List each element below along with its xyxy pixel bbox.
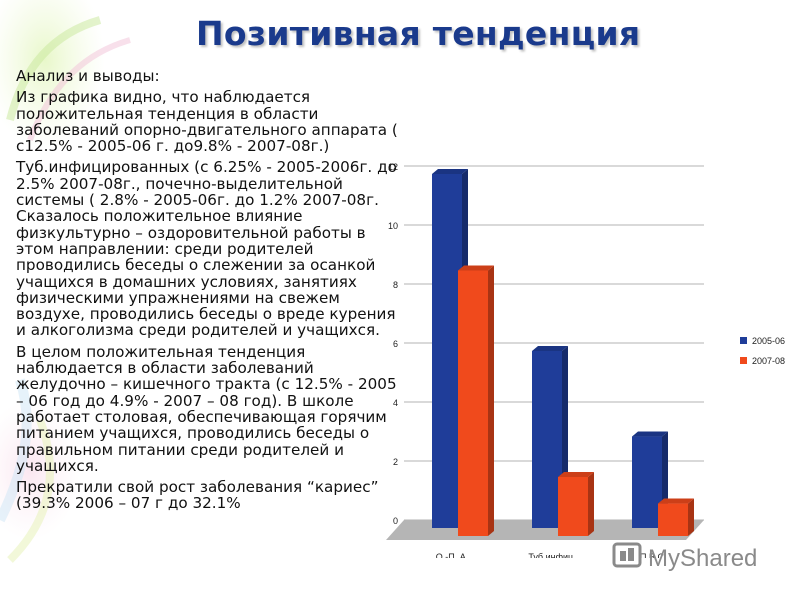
- bar-side: [488, 265, 494, 536]
- legend-swatch: [740, 357, 747, 364]
- x-tick-label: П.В.С: [640, 552, 664, 558]
- chart-x-labels: О.-П. А. Туб.инфиц. П.В.С: [436, 552, 665, 558]
- paragraph-odа: Из графика видно, что наблюдается положи…: [16, 88, 398, 156]
- bar: [632, 436, 662, 528]
- myshared-logo-icon: MyShared: [612, 542, 757, 572]
- bar-side: [688, 498, 694, 536]
- bar: [532, 351, 562, 528]
- legend-swatch: [740, 337, 747, 344]
- bar-top: [658, 498, 694, 504]
- chart-y-ticks: 0 2 4 6 8 10 12: [388, 162, 398, 526]
- x-tick-label: О.-П. А.: [436, 552, 468, 558]
- y-tick-label: 4: [393, 398, 398, 408]
- watermark-text: MyShared: [648, 545, 757, 572]
- y-tick-label: 8: [393, 280, 398, 290]
- bar-top: [432, 169, 468, 174]
- slide-body: Анализ и выводы: Из графика видно, что н…: [16, 68, 404, 517]
- bar: [558, 477, 588, 536]
- legend-label: 2005-06: [752, 336, 785, 346]
- bar-top: [558, 472, 594, 477]
- chart-legend: 2005-06 2007-08: [740, 336, 785, 366]
- legend-label: 2007-08: [752, 356, 785, 366]
- y-tick-label: 0: [393, 516, 398, 526]
- paragraph-caries: Прекратили свой рост заболевания “кариес…: [16, 478, 379, 513]
- chart-bars: [432, 169, 694, 536]
- bar-top: [532, 346, 568, 351]
- bar: [658, 503, 688, 536]
- x-tick-label: Туб.инфиц.: [528, 552, 575, 558]
- bar-chart: 0 2 4 6 8 10 12 О.-П. А. Туб.инфиц. П.В.С 2005-0…: [386, 162, 785, 558]
- bar: [432, 174, 462, 528]
- bar-top: [458, 265, 494, 271]
- bar-side: [588, 472, 594, 536]
- slide-title: Позитивная тенденция: [196, 14, 641, 53]
- y-tick-label: 12: [388, 162, 398, 172]
- watermark: MyShared: [612, 538, 792, 582]
- paragraph-git: В целом положительная тенденция наблюдае…: [16, 342, 397, 475]
- paragraph-tub: Туб.инфицированных (с 6.25% - 2005-2006г…: [16, 158, 397, 340]
- bar: [458, 270, 488, 536]
- y-tick-label: 6: [393, 339, 398, 349]
- y-tick-label: 10: [388, 221, 398, 231]
- y-tick-label: 2: [393, 457, 398, 467]
- bar-top: [632, 431, 668, 437]
- paragraph-heading: Анализ и выводы:: [16, 67, 160, 85]
